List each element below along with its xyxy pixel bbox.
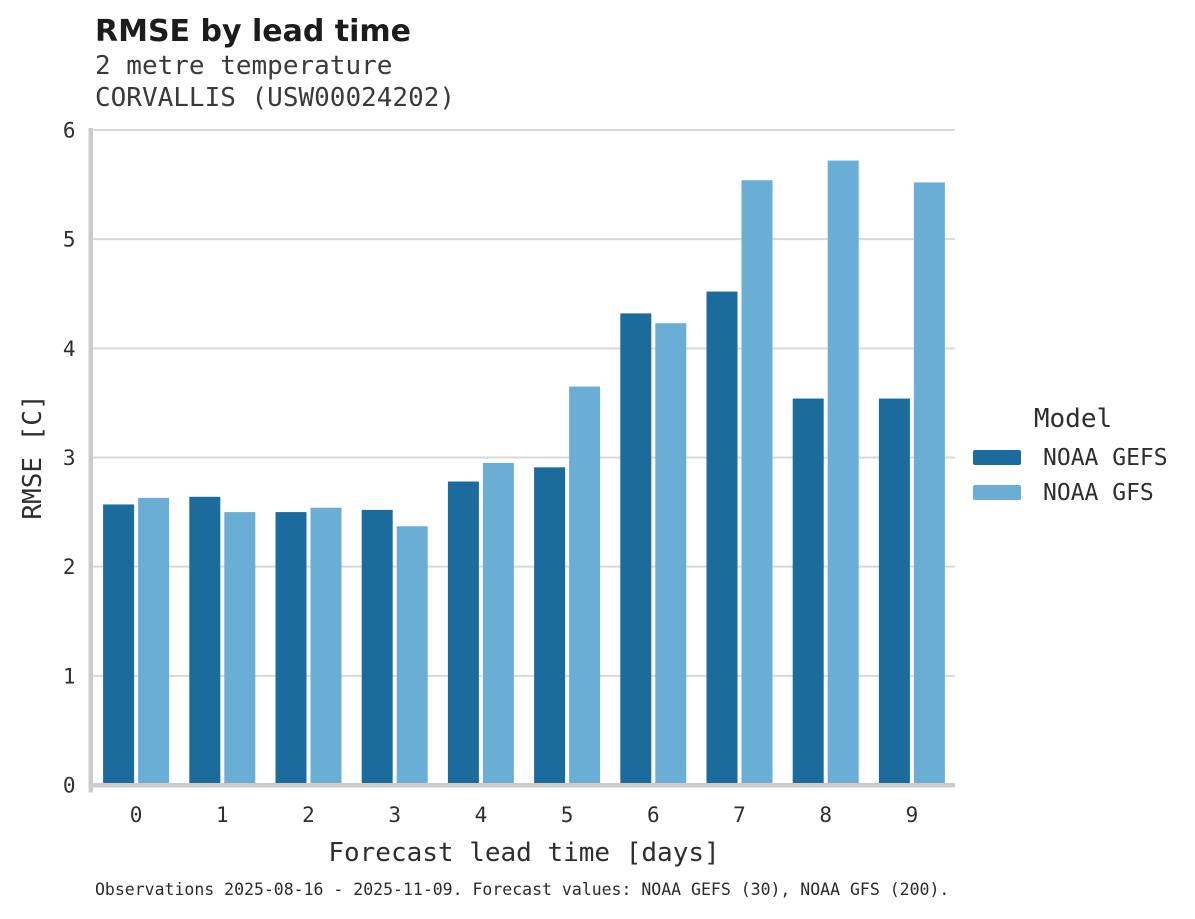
bar-noaa-gefs-day-6 [620,313,652,787]
legend-rows: NOAA GEFS NOAA GFS [963,444,1183,506]
legend-swatch [973,485,1021,500]
x-tick-label-0: 0 [130,803,143,827]
chart-title: RMSE by lead time [95,14,411,49]
legend-label: NOAA GFS [1043,479,1154,506]
bar-noaa-gefs-day-0 [103,504,135,787]
bar-noaa-gefs-day-8 [792,398,824,787]
bar-noaa-gfs-day-4 [482,462,514,787]
y-tick-label-6: 6 [63,119,76,143]
y-tick-label-3: 3 [63,446,76,470]
x-axis-title: Forecast lead time [days] [328,838,720,868]
y-axis-title: RMSE [C] [18,394,48,520]
bar-noaa-gefs-day-3 [361,509,393,787]
x-tick-label-8: 8 [819,803,832,827]
chart-subtitle-variable: 2 metre temperature [95,51,393,81]
x-tick-label-5: 5 [561,803,574,827]
x-axis-spine [88,783,955,788]
x-tick-label-4: 4 [475,803,488,827]
bar-noaa-gfs-day-2 [310,507,342,787]
bar-noaa-gfs-day-1 [224,512,256,787]
bar-noaa-gefs-day-1 [189,496,221,787]
bar-noaa-gefs-day-2 [275,512,307,787]
y-axis-spine [88,128,93,793]
legend-item: NOAA GEFS [963,444,1183,471]
y-tick-label-0: 0 [63,774,76,798]
bar-noaa-gfs-day-3 [396,526,428,787]
footer-caption: Observations 2025-08-16 - 2025-11-09. Fo… [95,880,950,899]
bar-noaa-gfs-day-0 [138,497,170,787]
x-tick-label-9: 9 [906,803,919,827]
bar-noaa-gfs-day-6 [655,323,687,787]
bar-noaa-gfs-day-9 [913,182,945,787]
bar-noaa-gefs-day-5 [534,467,566,787]
legend: Model NOAA GEFS NOAA GFS [963,404,1183,516]
bar-noaa-gefs-day-7 [706,291,738,787]
bar-noaa-gfs-day-7 [741,180,773,787]
chart-subtitle-station: CORVALLIS (USW00024202) [95,83,456,113]
x-tick-label-3: 3 [388,803,401,827]
x-tick-label-1: 1 [216,803,229,827]
bar-noaa-gfs-day-8 [827,160,859,788]
x-tick-label-2: 2 [302,803,315,827]
legend-title: Model [1033,404,1113,434]
y-tick-label-5: 5 [63,228,76,252]
bar-noaa-gefs-day-9 [878,398,910,787]
bar-noaa-gefs-day-4 [447,481,479,787]
x-tick-label-7: 7 [733,803,746,827]
y-tick-label-2: 2 [63,555,76,579]
y-tick-label-1: 1 [63,664,76,688]
legend-label: NOAA GEFS [1043,444,1168,471]
legend-item: NOAA GFS [963,479,1183,506]
bar-noaa-gfs-day-5 [569,386,601,787]
legend-swatch [973,450,1021,465]
y-tick-label-4: 4 [63,337,76,361]
x-tick-label-6: 6 [647,803,660,827]
